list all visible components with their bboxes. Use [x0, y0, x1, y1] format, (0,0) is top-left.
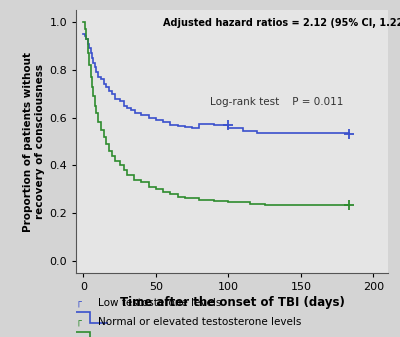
Text: ┌: ┌ — [76, 298, 82, 308]
Text: Low testosterone levels: Low testosterone levels — [98, 298, 221, 308]
Y-axis label: Proportion of patients without
recovery of consciousness: Proportion of patients without recovery … — [24, 52, 45, 232]
Text: ┌: ┌ — [76, 317, 82, 327]
X-axis label: Time after the onset of TBI (days): Time after the onset of TBI (days) — [120, 296, 344, 309]
Text: Adjusted hazard ratios = 2.12 (95% CI, 1.22- 3.66): Adjusted hazard ratios = 2.12 (95% CI, 1… — [163, 18, 400, 28]
Text: Normal or elevated testosterone levels: Normal or elevated testosterone levels — [98, 317, 301, 327]
Text: Log-rank test    P = 0.011: Log-rank test P = 0.011 — [210, 97, 344, 107]
